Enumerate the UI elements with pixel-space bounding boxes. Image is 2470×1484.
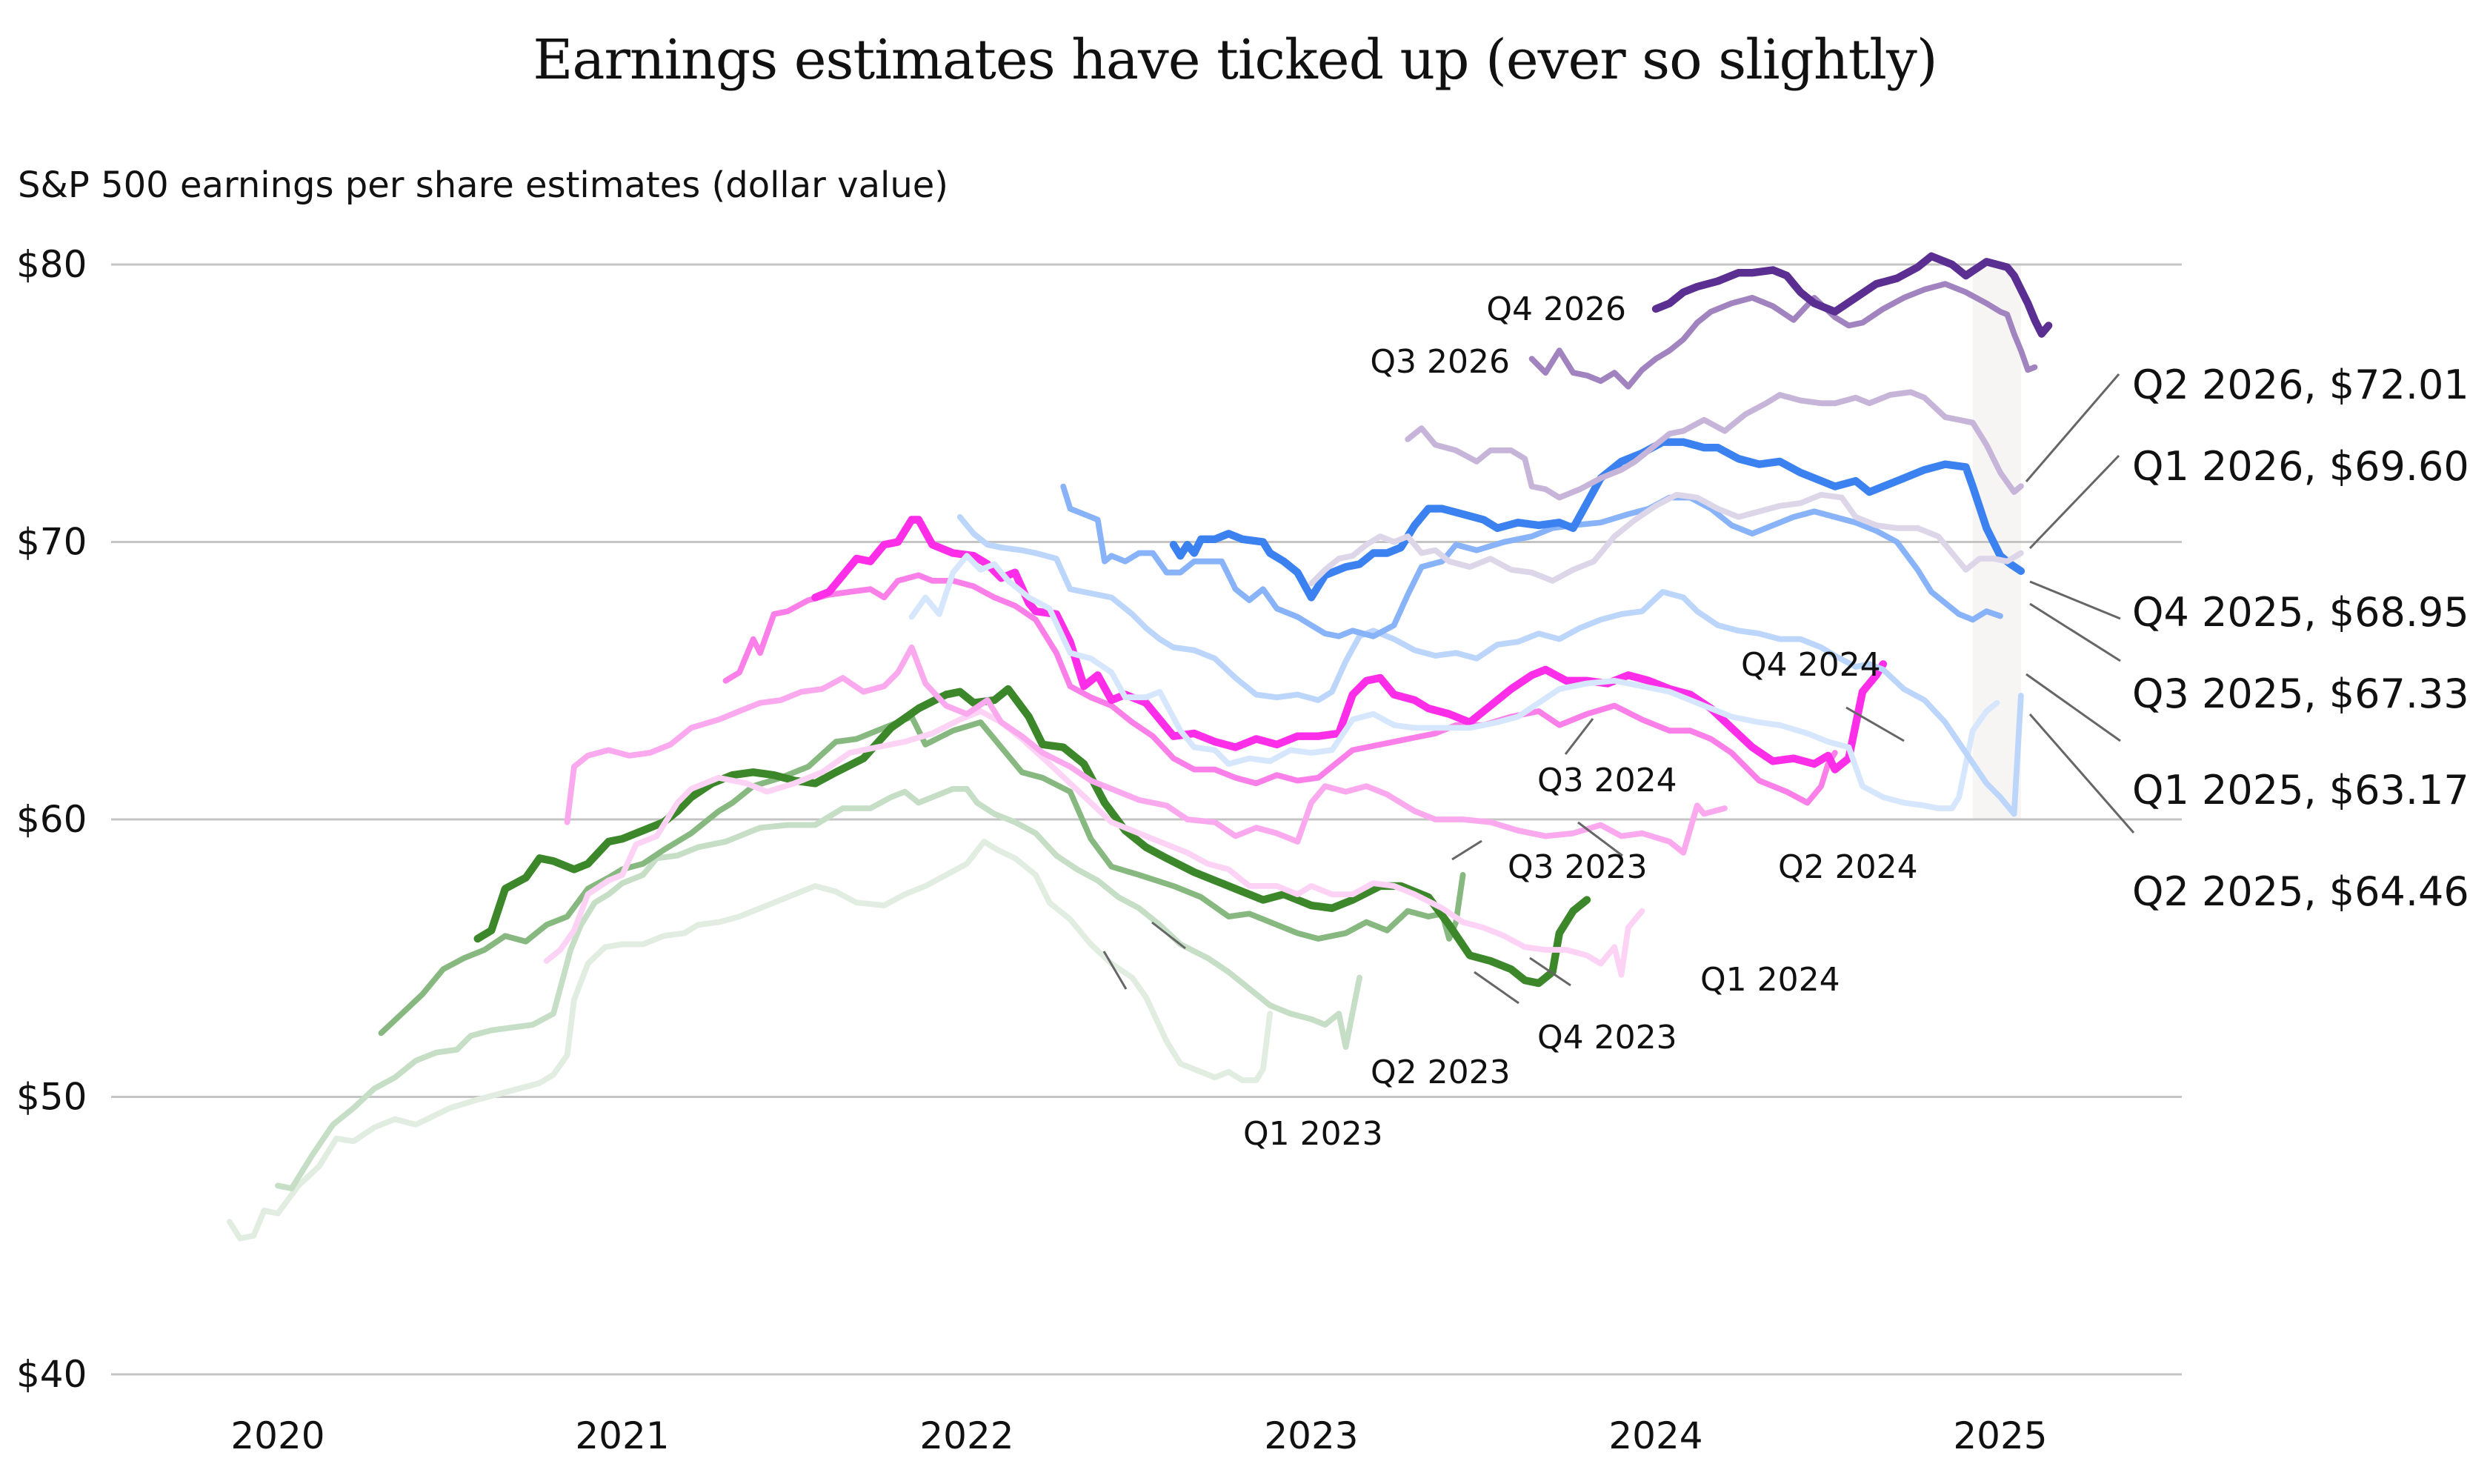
- annotation-q2-2023: Q2 2023: [1371, 1054, 1511, 1091]
- x-tick-label: 2022: [919, 1414, 1013, 1457]
- annotation-q3-2025: Q3 2025, $67.33: [2132, 671, 2469, 717]
- annotation-q2-2024: Q2 2024: [1778, 848, 1918, 886]
- leader-line-q3-2023: [1451, 839, 1482, 861]
- series-line-q2-2026: [1405, 389, 2024, 501]
- annotation-q3-2023: Q3 2023: [1508, 848, 1648, 886]
- annotation-q1-2024: Q1 2024: [1700, 961, 1840, 999]
- series-line-q1-2024: [543, 708, 1645, 978]
- chart-title: Earnings estimates have ticked up (ever …: [533, 28, 1937, 92]
- annotation-q2-2026: Q2 2026, $72.01: [2132, 362, 2469, 408]
- leader-line-q2-2026: [2025, 373, 2120, 482]
- leader-line-q4-2024: [1845, 706, 1905, 742]
- x-tick-label: 2024: [1608, 1414, 1702, 1457]
- annotation-q4-2023: Q4 2023: [1537, 1019, 1677, 1057]
- series-line-q4-2026: [1651, 252, 2053, 338]
- annotation-q4-2024: Q4 2024: [1741, 646, 1881, 684]
- leader-line-q2-2024: [1577, 821, 1623, 857]
- annotation-q3-2026: Q3 2026: [1370, 343, 1510, 381]
- x-tick-label: 2021: [575, 1414, 669, 1457]
- series-line-q4-2024: [811, 516, 1888, 773]
- annotation-q3-2024: Q3 2024: [1537, 762, 1677, 799]
- leader-line-q2-2025: [2028, 713, 2135, 833]
- leader-line-q1-2023: [1102, 951, 1128, 990]
- series-line-q3-2023: [378, 713, 1466, 1037]
- annotation-q1-2023: Q1 2023: [1243, 1115, 1383, 1153]
- annotation-q4-2025: Q4 2025, $68.95: [2132, 589, 2469, 636]
- chart-subtitle: S&P 500 earnings per share estimates (do…: [18, 164, 948, 206]
- series-line-q4-2025: [1169, 438, 2025, 602]
- series-line-q2-2024: [564, 644, 1728, 856]
- leader-line-q1-2025: [2025, 673, 2121, 742]
- y-tick-label: $70: [16, 521, 87, 564]
- y-axis-ticks: $80 $70 $60 $50 $40: [16, 243, 87, 1396]
- gridlines: [111, 263, 2182, 1376]
- annotation-q2-2025: Q2 2025, $64.46: [2132, 868, 2469, 915]
- series-line-q3-2025: [1060, 483, 2003, 639]
- leader-line-q2-2023: [1151, 921, 1186, 950]
- annotation-leaders: [1102, 373, 2135, 1005]
- y-tick-label: $50: [16, 1076, 87, 1119]
- leader-line-q1-2026: [2028, 454, 2120, 550]
- series-line-q1-2025: [908, 553, 2000, 811]
- leader-line-q1-2024: [1529, 956, 1571, 987]
- series-line-q4-2023: [473, 685, 1591, 988]
- x-axis-ticks: 2020 2021 2022 2023 2024 2025: [230, 1414, 2047, 1457]
- series-line-q2-2023: [275, 785, 1362, 1191]
- series-line-q2-2025: [956, 513, 2024, 817]
- x-tick-label: 2020: [230, 1414, 324, 1457]
- annotation-q1-2025: Q1 2025, $63.17: [2132, 767, 2469, 813]
- series-line-q1-2026: [1308, 491, 2024, 587]
- leader-line-q4-2025: [2029, 580, 2121, 620]
- series-lines: [227, 252, 2053, 1242]
- annotation-labels: Q4 2026 Q3 2026 Q2 2026, $72.01 Q1 2026, $6…: [1243, 290, 2469, 1153]
- leader-line-q3-2024: [1564, 718, 1594, 755]
- leader-line-q3-2025: [2029, 602, 2121, 662]
- series-line-q3-2024: [722, 572, 1838, 806]
- y-tick-label: $40: [16, 1353, 87, 1396]
- series-line-q3-2026: [1528, 281, 2038, 390]
- y-tick-label: $60: [16, 798, 87, 841]
- leader-line-q4-2023: [1474, 971, 1519, 1005]
- series-line-q1-2023: [227, 839, 1274, 1242]
- annotation-q4-2026: Q4 2026: [1486, 290, 1626, 328]
- x-tick-label: 2025: [1953, 1414, 2047, 1457]
- y-tick-label: $80: [16, 243, 87, 286]
- annotation-q1-2026: Q1 2026, $69.60: [2132, 443, 2469, 490]
- x-tick-label: 2023: [1264, 1414, 1358, 1457]
